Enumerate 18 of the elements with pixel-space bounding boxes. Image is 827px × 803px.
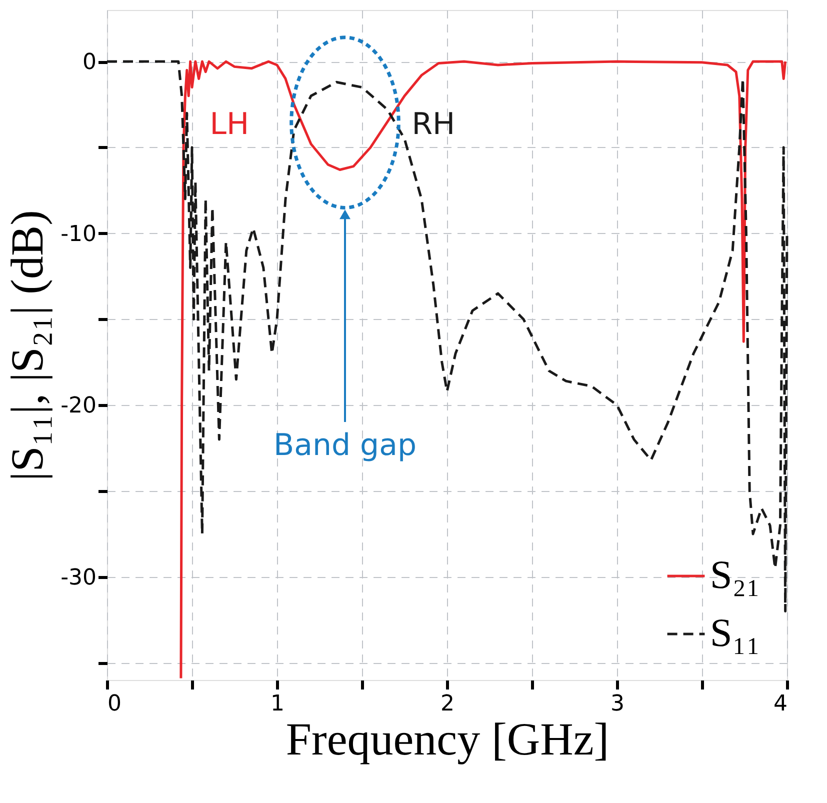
annotation: Band gap xyxy=(273,428,417,464)
y-tick-label: 0 xyxy=(82,50,96,76)
y-tick-label: -30 xyxy=(60,565,96,590)
y-tick-label: -20 xyxy=(60,394,96,419)
x-tick-label: 1 xyxy=(270,692,284,716)
y-axis-title: |S₁₁|, |S₂₁| (dB) xyxy=(2,210,53,481)
y-tick-label: -10 xyxy=(60,222,96,247)
x-axis-title: Frequency [GHz] xyxy=(286,714,610,764)
legend-label: S₁₁ xyxy=(710,610,760,655)
legend-label: S₂₁ xyxy=(710,552,760,597)
line-series xyxy=(106,60,788,613)
x-tick-label: 3 xyxy=(610,692,624,716)
annotation: RH xyxy=(412,107,456,142)
x-tick-label: 4 xyxy=(774,692,788,716)
line-series xyxy=(180,60,787,680)
annotation: LH xyxy=(210,107,250,142)
x-tick-label: 0 xyxy=(108,692,122,716)
x-tick-label: 2 xyxy=(440,692,454,716)
